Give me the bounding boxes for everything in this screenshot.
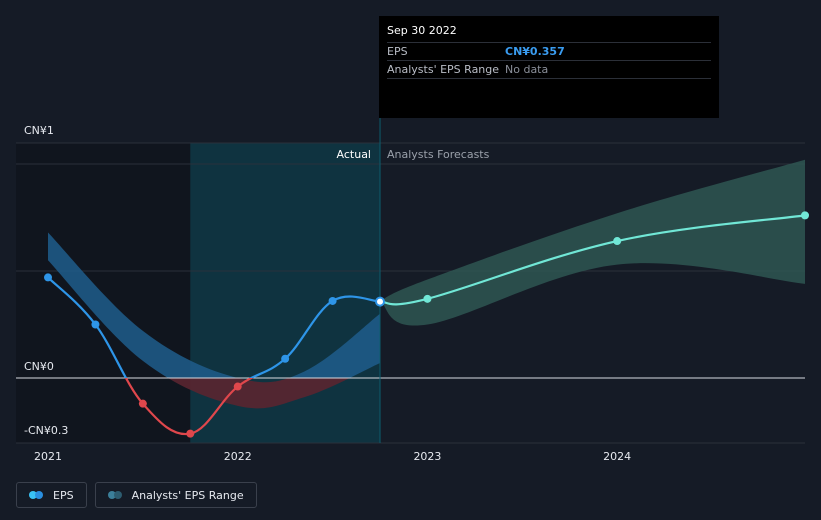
gridlines: [16, 142, 805, 444]
eps-actual-point[interactable]: [281, 354, 290, 363]
tooltip-row-range: Analysts' EPS Range No data: [387, 60, 711, 78]
x-tick-label: 2022: [224, 450, 252, 463]
tooltip-range-label: Analysts' EPS Range: [387, 63, 500, 76]
legend: EPS Analysts' EPS Range: [16, 482, 257, 508]
legend-eps-label: EPS: [53, 488, 74, 502]
eps-forecast-point[interactable]: [801, 211, 809, 220]
range-legend-icon: [107, 490, 124, 500]
tooltip-eps-value: CN¥0.357: [505, 45, 565, 58]
tooltip-row-eps: EPS CN¥0.357: [387, 42, 711, 60]
eps-actual-point[interactable]: [186, 429, 195, 438]
eps-actual-point[interactable]: [233, 382, 242, 391]
tooltip-eps-label: EPS: [387, 45, 408, 58]
eps-lines: [47, 214, 806, 436]
past-range-band-positive: [48, 232, 381, 378]
eps-forecast-point[interactable]: [613, 237, 622, 246]
eps-actual-point[interactable]: [91, 320, 100, 329]
eps-actual-line-positive: [47, 276, 381, 378]
eps-actual-point[interactable]: [328, 296, 337, 305]
y-tick-label: CN¥1: [24, 124, 54, 137]
x-tick-label: 2024: [603, 450, 631, 463]
eps-legend-icon: [29, 490, 45, 500]
actual-label: Actual: [337, 148, 371, 161]
x-tick-label: 2021: [34, 450, 62, 463]
x-tick-label: 2023: [413, 450, 441, 463]
eps-actual-point[interactable]: [375, 296, 386, 307]
past-range-band-negative: [168, 378, 350, 409]
forecast-range-band: [380, 159, 805, 326]
y-tick-label: -CN¥0.3: [24, 424, 68, 437]
past-shade: [16, 143, 191, 443]
y-axis-labels: CN¥1 CN¥0 -CN¥0.3: [24, 124, 68, 437]
eps-actual-point[interactable]: [44, 273, 52, 282]
legend-range-label: Analysts' EPS Range: [131, 488, 244, 502]
forecast-label: Analysts Forecasts: [387, 148, 490, 161]
x-axis-labels: 2021 2022 2023 2024: [34, 450, 631, 463]
tooltip-range-value: No data: [505, 63, 549, 76]
tooltip-date: Sep 30 2022: [387, 24, 457, 37]
tooltip: Sep 30 2022 EPS CN¥0.357 Analysts' EPS R…: [379, 16, 719, 118]
legend-eps-button[interactable]: EPS: [16, 482, 87, 508]
eps-forecast-point[interactable]: [423, 294, 432, 303]
eps-forecast-line: [379, 214, 806, 306]
legend-range-button[interactable]: Analysts' EPS Range: [94, 482, 257, 508]
eps-points: [44, 211, 809, 438]
eps-range-bands: [48, 159, 805, 409]
y-tick-label: CN¥0: [24, 360, 54, 373]
eps-actual-point[interactable]: [138, 399, 147, 408]
eps-actual-line-negative: [124, 378, 254, 436]
tooltip-spacer: [387, 78, 711, 111]
